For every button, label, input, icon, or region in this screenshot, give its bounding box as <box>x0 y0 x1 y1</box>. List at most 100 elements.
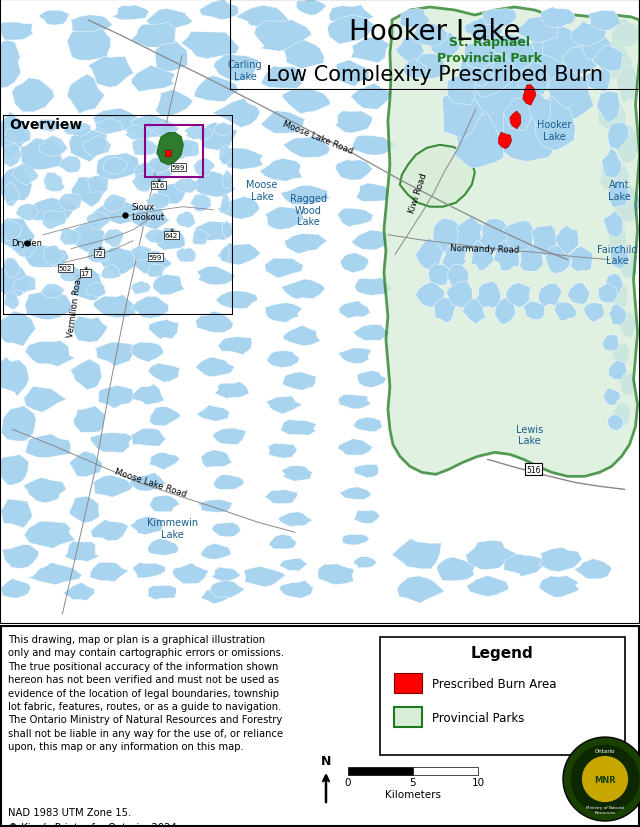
Polygon shape <box>86 212 111 231</box>
Polygon shape <box>280 186 330 205</box>
Text: Kilometers: Kilometers <box>385 789 441 799</box>
Polygon shape <box>617 252 637 280</box>
Polygon shape <box>60 265 82 282</box>
Polygon shape <box>609 304 627 326</box>
Text: NAD 1983 UTM Zone 15.
© King’s Printer for Ontario, 2024: NAD 1983 UTM Zone 15. © King’s Printer f… <box>8 807 177 827</box>
Polygon shape <box>131 246 151 261</box>
Polygon shape <box>543 27 583 65</box>
Polygon shape <box>154 228 185 251</box>
Polygon shape <box>244 566 285 587</box>
Polygon shape <box>254 21 312 52</box>
Polygon shape <box>194 76 238 103</box>
Polygon shape <box>68 222 104 254</box>
Polygon shape <box>503 98 532 131</box>
Polygon shape <box>479 219 509 254</box>
Polygon shape <box>0 219 35 253</box>
Polygon shape <box>282 280 325 299</box>
Text: Overview: Overview <box>9 117 83 131</box>
Polygon shape <box>176 212 196 228</box>
Polygon shape <box>554 303 577 321</box>
Polygon shape <box>520 245 543 272</box>
Polygon shape <box>210 581 244 598</box>
Polygon shape <box>269 535 296 549</box>
Polygon shape <box>135 162 173 186</box>
Polygon shape <box>175 141 199 158</box>
Text: Hooker
Lake: Hooker Lake <box>538 120 572 141</box>
Polygon shape <box>131 174 154 193</box>
Polygon shape <box>580 31 612 60</box>
Bar <box>413 767 478 775</box>
Polygon shape <box>71 176 108 208</box>
Polygon shape <box>150 407 180 427</box>
Polygon shape <box>151 137 193 162</box>
Polygon shape <box>504 554 547 577</box>
Polygon shape <box>88 176 109 194</box>
Bar <box>145 126 204 178</box>
Polygon shape <box>212 428 246 445</box>
Polygon shape <box>131 208 170 230</box>
Polygon shape <box>548 67 594 123</box>
Polygon shape <box>67 29 111 61</box>
Text: 642: 642 <box>164 232 178 238</box>
Polygon shape <box>279 558 307 571</box>
Polygon shape <box>447 282 472 308</box>
Polygon shape <box>153 275 184 295</box>
Polygon shape <box>196 267 236 285</box>
Polygon shape <box>434 298 457 323</box>
Polygon shape <box>400 9 429 30</box>
Polygon shape <box>619 373 636 396</box>
Polygon shape <box>602 148 621 178</box>
Polygon shape <box>607 122 629 151</box>
Polygon shape <box>131 281 151 295</box>
Polygon shape <box>111 6 149 21</box>
Polygon shape <box>174 179 197 194</box>
Polygon shape <box>2 545 38 569</box>
Polygon shape <box>384 8 639 477</box>
Polygon shape <box>212 523 241 538</box>
Polygon shape <box>266 396 302 414</box>
Polygon shape <box>614 184 640 222</box>
Polygon shape <box>86 246 108 264</box>
Polygon shape <box>196 405 229 422</box>
Polygon shape <box>467 576 509 597</box>
Polygon shape <box>36 120 62 133</box>
Polygon shape <box>173 563 209 584</box>
Polygon shape <box>219 146 233 165</box>
Polygon shape <box>148 320 179 340</box>
Polygon shape <box>13 275 36 293</box>
Polygon shape <box>44 173 65 192</box>
Polygon shape <box>442 91 483 140</box>
Polygon shape <box>86 284 106 297</box>
Polygon shape <box>130 517 163 535</box>
Polygon shape <box>619 313 636 338</box>
Polygon shape <box>88 57 134 88</box>
Polygon shape <box>135 251 172 275</box>
Polygon shape <box>74 406 105 433</box>
Polygon shape <box>610 282 628 310</box>
Polygon shape <box>538 284 562 308</box>
Polygon shape <box>503 221 535 253</box>
Polygon shape <box>265 490 298 504</box>
Polygon shape <box>351 84 392 110</box>
Polygon shape <box>0 112 28 160</box>
Polygon shape <box>282 89 330 115</box>
Polygon shape <box>58 194 81 211</box>
Polygon shape <box>72 317 108 342</box>
Polygon shape <box>545 246 572 275</box>
Polygon shape <box>453 114 504 169</box>
Polygon shape <box>3 183 20 208</box>
Polygon shape <box>261 67 303 89</box>
Polygon shape <box>20 139 67 170</box>
Polygon shape <box>0 166 32 203</box>
Text: 516: 516 <box>152 183 165 189</box>
Polygon shape <box>353 557 376 568</box>
Polygon shape <box>336 61 369 87</box>
Polygon shape <box>84 136 111 158</box>
Polygon shape <box>97 154 140 180</box>
Polygon shape <box>193 230 210 246</box>
Polygon shape <box>58 156 81 174</box>
Polygon shape <box>0 357 29 397</box>
Polygon shape <box>339 301 370 319</box>
Text: 516: 516 <box>527 466 541 474</box>
Polygon shape <box>604 212 623 238</box>
